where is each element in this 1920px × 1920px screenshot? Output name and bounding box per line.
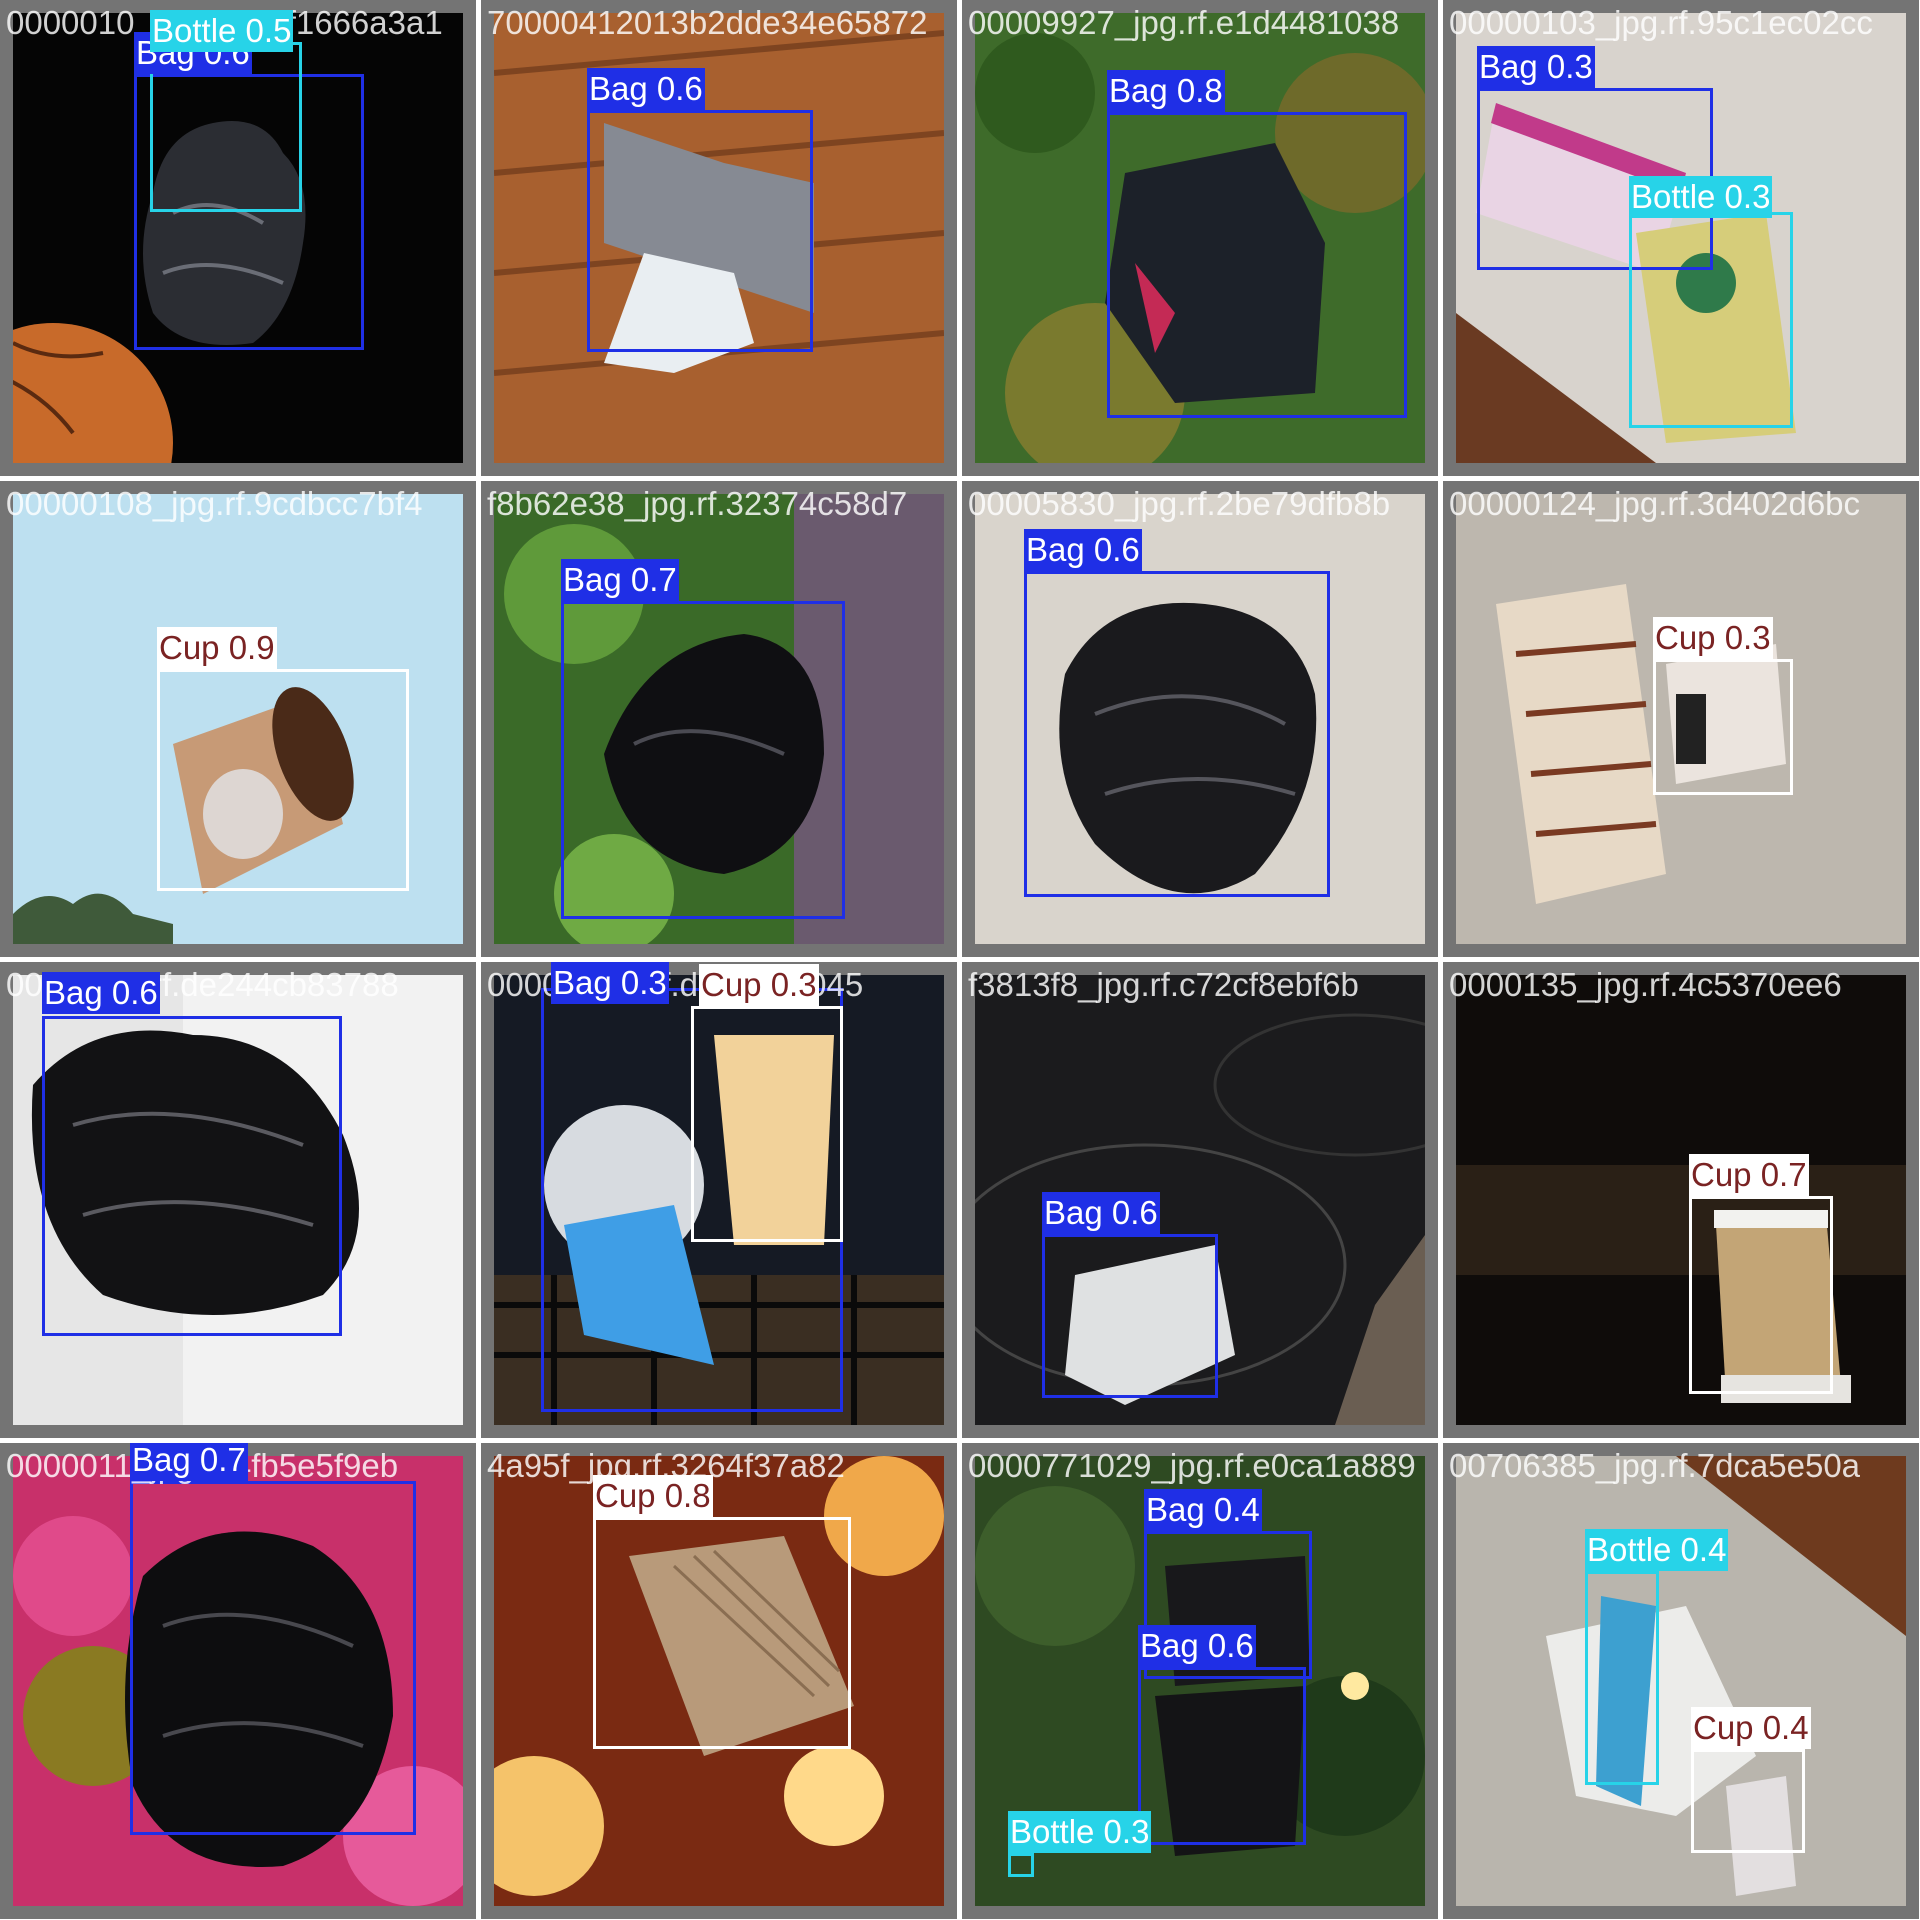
bounding-box [1024, 571, 1330, 897]
image-tile: Bag 0.3 Bottle 0.3 00000103_jpg.rf.95c1e… [1443, 0, 1919, 476]
grid-divider [0, 957, 1920, 959]
tile-photo [1456, 1456, 1906, 1906]
detection-label: Cup 0.3 [699, 964, 819, 1006]
bounding-box [561, 601, 845, 919]
tile-photo [494, 1456, 944, 1906]
tile-photo [494, 975, 944, 1425]
bounding-box [1042, 1234, 1218, 1398]
tile-photo [13, 13, 463, 463]
detection-label: Bottle 0.3 [1629, 176, 1773, 218]
bounding-box [1629, 212, 1793, 428]
tile-photo [13, 975, 463, 1425]
detection-label: Bag 0.6 [42, 972, 160, 1014]
detection-label: Bag 0.7 [130, 1443, 248, 1481]
image-tile: Bag 0.8 00009927_jpg.rf.e1d4481038 [962, 0, 1438, 476]
detection-label: Cup 0.7 [1689, 1154, 1809, 1196]
image-tile: Bag 0.6 00005830_jpg.rf.2be79dfb8b [962, 481, 1438, 957]
image-tile: Cup 0.3 00000124_jpg.rf.3d402d6bc [1443, 481, 1919, 957]
bounding-box [691, 1006, 843, 1242]
detection-label: Bottle 0.4 [1585, 1529, 1729, 1571]
detection-label: Bag 0.6 [1042, 1192, 1160, 1234]
bounding-box [1585, 1571, 1659, 1785]
detection-label: Cup 0.4 [1691, 1707, 1811, 1749]
bounding-box [130, 1481, 416, 1835]
image-tile: Bag 0.6 70000412013b2dde34e65872 [481, 0, 957, 476]
image-tile: Bag 0.6 0000_jpg.rf.de244cb83788 [0, 962, 476, 1438]
tile-photo [13, 494, 463, 944]
grid-divider [476, 0, 478, 1920]
detection-label: Cup 0.8 [593, 1475, 713, 1517]
bounding-box [1144, 1531, 1312, 1679]
detection-label: Bag 0.7 [561, 559, 679, 601]
detection-label: Bag 0.3 [551, 962, 669, 1004]
grid-divider [957, 0, 959, 1920]
detection-label: Bottle 0.3 [1008, 1811, 1152, 1853]
grid-divider [0, 476, 1920, 478]
image-tile: Bag 0.6 Bottle 0.5 0000010_jpg.rf.8ccf16… [0, 0, 476, 476]
detection-label: Cup 0.3 [1653, 617, 1773, 659]
tile-photo [13, 1456, 463, 1906]
image-tile: Bag 0.7 f8b62e38_jpg.rf.32374c58d7 [481, 481, 957, 957]
image-tile: Bag 0.7 0000011_jpg.rf.4fb5e5f9eb [0, 1443, 476, 1919]
bounding-box [1107, 112, 1407, 418]
bounding-box [134, 74, 364, 350]
bounding-box [587, 110, 813, 352]
detection-label: Bottle 0.5 [150, 10, 294, 52]
detection-label: Bag 0.6 [587, 68, 705, 110]
bounding-box [1653, 659, 1793, 795]
bounding-box [593, 1517, 851, 1749]
bounding-box [1138, 1667, 1306, 1845]
grid-divider [1438, 0, 1440, 1920]
tile-photo [494, 13, 944, 463]
image-tile: Cup 0.7 0000135_jpg.rf.4c5370ee6 [1443, 962, 1919, 1438]
image-tile: Bag 0.4 Bag 0.6 Bottle 0.3 0000771029_jp… [962, 1443, 1438, 1919]
detection-label: Bag 0.8 [1107, 70, 1225, 112]
image-tile: Cup 0.9 00000108_jpg.rf.9cdbcc7bf4 [0, 481, 476, 957]
image-tile: Bag 0.3 Cup 0.3 00000_jpg.rf.d22107e045 [481, 962, 957, 1438]
bounding-box [1008, 1853, 1034, 1877]
image-tile: Bottle 0.4 Cup 0.4 00706385_jpg.rf.7dca5… [1443, 1443, 1919, 1919]
bounding-box [42, 1016, 342, 1336]
image-tile: Cup 0.8 4a95f_jpg.rf.3264f37a82 [481, 1443, 957, 1919]
detection-label: Bag 0.6 [1024, 529, 1142, 571]
detection-label: Bag 0.4 [1144, 1489, 1262, 1531]
bounding-box [157, 669, 409, 891]
detection-label: Bag 0.6 [1138, 1625, 1256, 1667]
tile-photo [1456, 975, 1906, 1425]
bounding-box [1689, 1196, 1833, 1394]
grid-divider [0, 1438, 1920, 1440]
detection-label: Cup 0.9 [157, 627, 277, 669]
tile-photo [1456, 494, 1906, 944]
detection-label: Bag 0.3 [1477, 46, 1595, 88]
bounding-box [1691, 1749, 1805, 1853]
image-tile: Bag 0.6 f3813f8_jpg.rf.c72cf8ebf6b [962, 962, 1438, 1438]
